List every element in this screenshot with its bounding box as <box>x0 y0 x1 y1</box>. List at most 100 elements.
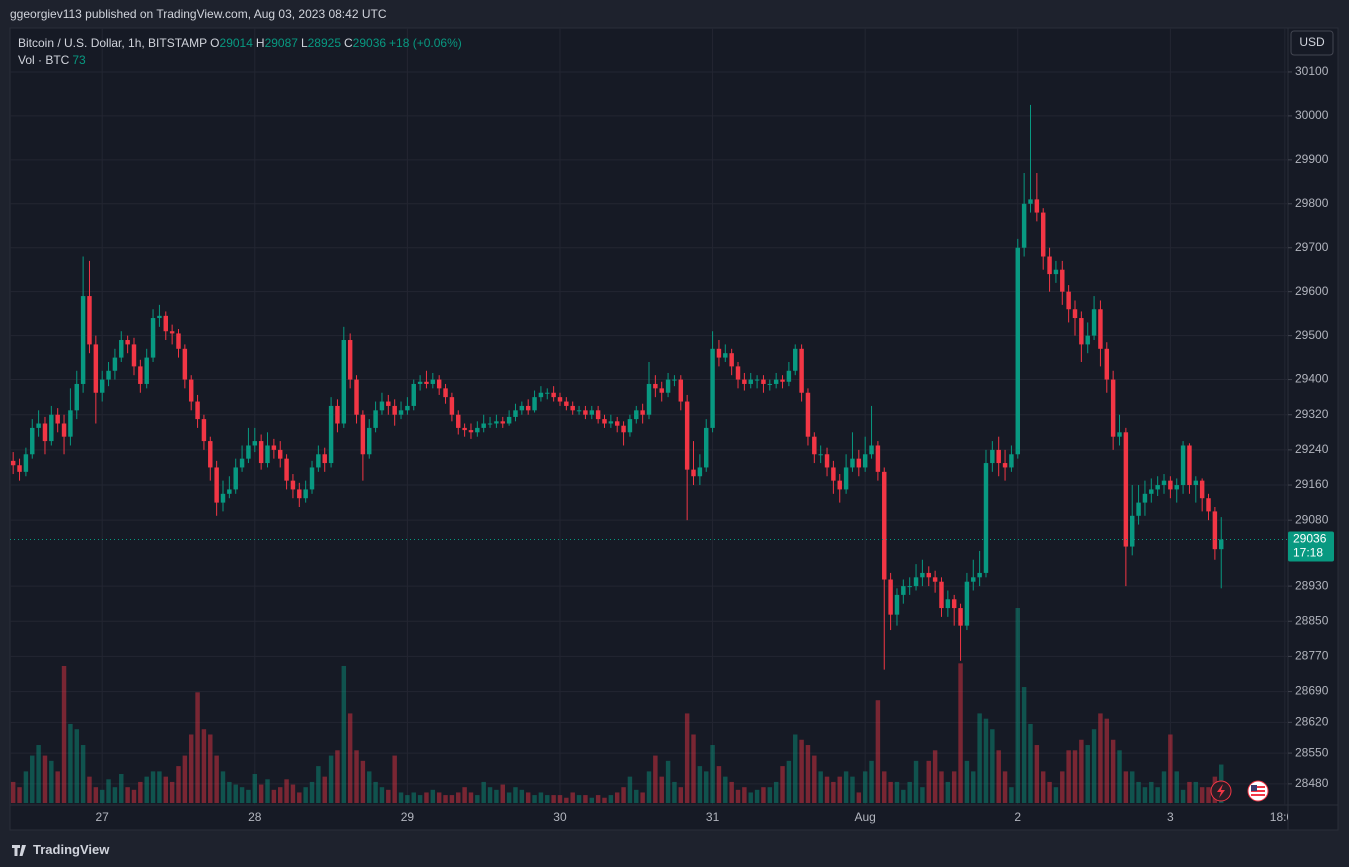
candle-body <box>1142 493 1148 503</box>
volume-bar <box>653 755 658 803</box>
candle-body <box>277 449 283 459</box>
volume-bar <box>252 774 258 803</box>
volume-bar <box>780 766 785 803</box>
volume-bar <box>182 755 188 803</box>
volume-bar <box>901 789 906 803</box>
volume-bar <box>951 771 957 803</box>
candle-body <box>367 427 372 455</box>
y-tick-label: 29500 <box>1295 328 1329 342</box>
volume-bar <box>1085 745 1090 803</box>
candle-body <box>424 381 429 384</box>
y-tick-label: 29400 <box>1295 372 1329 386</box>
candle-body <box>786 370 792 382</box>
volume-bar <box>284 779 289 803</box>
volume-bar <box>297 792 302 803</box>
candle-body <box>570 405 575 411</box>
candle-body <box>646 383 652 415</box>
candle-body <box>49 414 54 442</box>
y-tick-label: 29800 <box>1295 196 1329 210</box>
volume-bar <box>875 700 881 803</box>
candle-body <box>252 441 258 446</box>
candle-body <box>468 430 474 433</box>
candles <box>10 104 1288 670</box>
volume-bar <box>856 792 862 803</box>
y-tick-label: 28770 <box>1295 649 1329 663</box>
volume-bar <box>761 787 766 803</box>
candle-body <box>55 414 60 424</box>
candle-body <box>1066 291 1071 310</box>
volume-bar <box>659 776 664 803</box>
volume-bar <box>188 734 194 803</box>
candle-body <box>1206 498 1211 512</box>
x-tick-label: 29 <box>401 810 415 824</box>
volume-bar <box>23 771 29 803</box>
candle-body <box>1072 309 1078 319</box>
x-tick-label: Aug <box>854 810 875 824</box>
candle-body <box>99 379 105 393</box>
volume-bar <box>939 771 944 803</box>
candle-body <box>996 449 1001 464</box>
flag-stripe <box>1251 790 1265 792</box>
candle-body <box>487 423 493 425</box>
volume-bar <box>1117 750 1122 803</box>
candle-body <box>710 348 715 428</box>
candle-body <box>1009 454 1014 468</box>
candle-body <box>430 379 436 384</box>
candle-body <box>920 572 925 578</box>
candle-body <box>856 458 862 468</box>
volume-bar <box>487 787 493 803</box>
candle-body <box>951 599 957 609</box>
volume-bar <box>1047 781 1052 803</box>
candle-body <box>1091 309 1097 336</box>
volume-bar <box>208 734 213 803</box>
volume-bar <box>773 781 779 803</box>
candle-body <box>284 458 289 481</box>
volume-bar <box>907 781 912 803</box>
candle-body <box>1104 348 1110 380</box>
volume-bar <box>843 771 849 803</box>
events-glyph <box>1217 784 1225 798</box>
candle-body <box>157 315 162 319</box>
x-tick-label: 28 <box>248 810 262 824</box>
candle-body <box>716 348 722 358</box>
candle-body <box>557 397 563 402</box>
candle-body <box>990 449 995 464</box>
candle-body <box>913 577 919 587</box>
y-tick-label: 28620 <box>1295 715 1329 729</box>
currency-button[interactable] <box>1290 30 1334 56</box>
volume-bar <box>169 781 175 803</box>
legend-volume: Vol · BTC 73 <box>18 52 465 69</box>
volume-bar <box>233 784 238 803</box>
candle-body <box>379 401 385 411</box>
volume-bar <box>564 797 569 803</box>
candle-body <box>373 410 378 428</box>
candle-body <box>608 421 614 424</box>
candle-body <box>23 454 29 472</box>
candle-body <box>436 379 442 389</box>
candle-body <box>691 469 696 477</box>
volume-bar <box>131 789 137 803</box>
volume-bar <box>316 766 321 803</box>
candle-body <box>882 471 887 580</box>
candle-body <box>500 421 505 424</box>
volume-bar <box>913 760 919 803</box>
volume-bar <box>627 776 633 803</box>
candle-body <box>634 410 639 420</box>
volume-bar <box>723 776 728 803</box>
volume-bar <box>386 789 391 803</box>
volume-bar <box>119 774 124 803</box>
candle-body <box>74 383 79 411</box>
candle-body <box>780 379 785 382</box>
volume-bar <box>748 792 753 803</box>
candle-body <box>1187 445 1192 486</box>
currency-label: USD <box>1299 35 1325 49</box>
candle-body <box>1199 480 1205 499</box>
candle-body <box>506 416 512 424</box>
volume-bar <box>93 787 99 803</box>
volume-bar <box>144 776 149 803</box>
candle-body <box>888 579 893 615</box>
volume-bar <box>379 787 385 803</box>
volume-bar <box>1142 787 1148 803</box>
candle-body <box>812 436 817 455</box>
candle-body <box>1053 269 1059 275</box>
